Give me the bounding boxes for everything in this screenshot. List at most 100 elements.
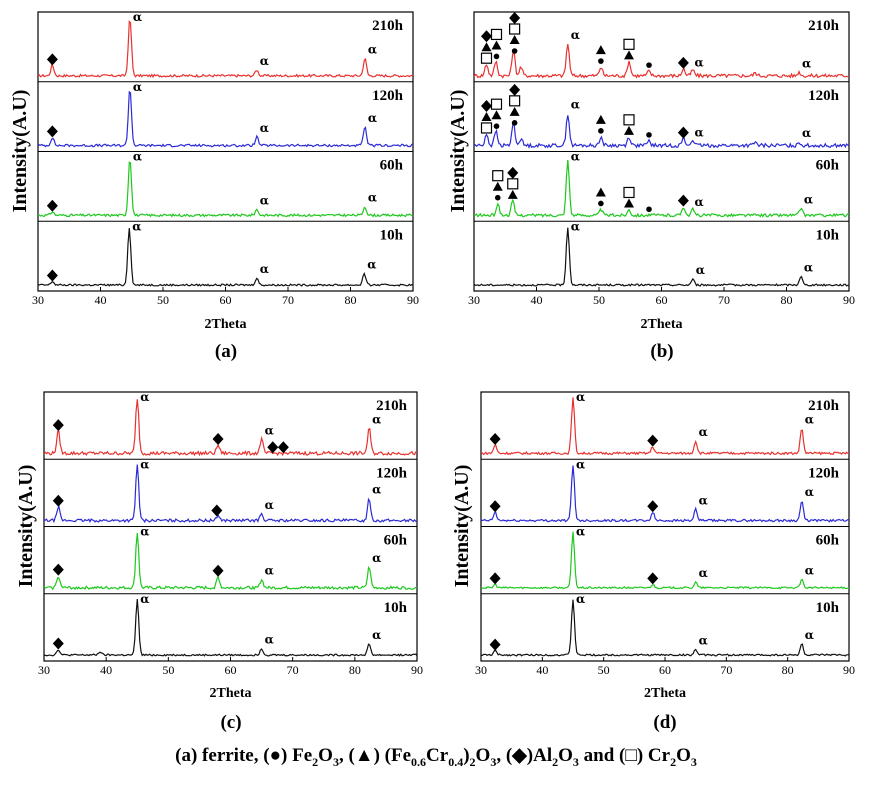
alpha-phase-label: α — [133, 80, 142, 94]
x-tick-label: 90 — [843, 663, 855, 677]
x-axis-label: 2Theta — [210, 686, 252, 701]
series-label: 210h — [372, 18, 404, 34]
diamond-marker-icon — [489, 432, 501, 445]
series-label: 10h — [816, 227, 840, 243]
dot-marker-icon — [598, 200, 604, 207]
square-marker-icon — [480, 52, 493, 64]
alpha-phase-label: α — [265, 498, 274, 512]
x-tick-label: 50 — [162, 663, 174, 677]
triangle-marker-icon — [509, 106, 520, 116]
diamond-marker-icon — [52, 563, 64, 576]
series-label: 10h — [816, 600, 840, 616]
diamond-marker-icon — [481, 30, 492, 43]
x-tick-label: 70 — [282, 293, 294, 307]
caption-i: ) (Fe — [373, 745, 412, 766]
alpha-phase-label: α — [804, 192, 813, 206]
panel-label: (d) — [653, 712, 676, 733]
alpha-phase-label: α — [367, 257, 376, 271]
series-label: 120h — [808, 465, 840, 481]
alpha-phase-label: α — [132, 219, 141, 233]
dot-marker-icon — [598, 128, 604, 134]
diamond-marker-icon — [489, 500, 501, 513]
alpha-phase-label: α — [576, 525, 585, 539]
diamond-marker-icon — [212, 432, 224, 445]
series-line-210h — [480, 397, 850, 456]
triangle-marker-icon — [624, 50, 634, 60]
caption-r: ◆ — [512, 745, 527, 766]
x-tick-label: 60 — [659, 663, 671, 677]
alpha-phase-label: α — [695, 195, 704, 209]
series-line-120h — [43, 464, 418, 524]
caption-x: □ — [625, 745, 637, 766]
diamond-marker-icon — [52, 419, 64, 432]
square-marker-icon — [509, 23, 521, 35]
x-tick-label: 40 — [536, 663, 548, 677]
diamond-marker-icon — [46, 199, 58, 212]
square-marker-icon — [509, 95, 521, 107]
triangle-marker-icon — [507, 189, 518, 199]
square-marker-icon — [623, 38, 635, 50]
series-line-60h — [37, 161, 414, 218]
x-tick-label: 50 — [593, 293, 605, 307]
caption-y: ) Cr — [636, 745, 671, 766]
triangle-marker-icon — [595, 114, 606, 124]
panel-3: 30 40 50 60 70 80 90 2Theta Intensity(A.U) (d) 210… — [451, 390, 855, 733]
alpha-phase-label: α — [805, 412, 814, 426]
x-tick-label: 90 — [843, 293, 855, 307]
x-tick-label: 90 — [411, 663, 423, 677]
caption-t: 2 — [552, 754, 559, 769]
series-label: 120h — [372, 88, 404, 104]
triangle-marker-icon — [481, 42, 492, 52]
caption-l: 0.4 — [448, 754, 464, 769]
alpha-phase-label: α — [699, 566, 708, 580]
series-line-60h — [43, 532, 418, 591]
alpha-phase-label: α — [802, 126, 811, 140]
square-marker-icon — [490, 28, 503, 41]
alpha-phase-label: α — [260, 262, 269, 276]
alpha-phase-label: α — [372, 412, 381, 426]
x-axis-label: 2Theta — [205, 317, 247, 332]
triangle-marker-icon — [492, 181, 503, 191]
series-line-210h — [43, 399, 417, 457]
diamond-marker-icon — [46, 269, 58, 282]
x-tick-label: 40 — [531, 293, 543, 307]
series-label: 210h — [808, 398, 840, 414]
diamond-marker-icon — [489, 638, 501, 651]
triangle-marker-icon — [624, 198, 634, 208]
diamond-marker-icon — [277, 441, 289, 454]
diamond-marker-icon — [46, 125, 58, 138]
alpha-phase-label: α — [140, 525, 149, 539]
y-axis-label: Intensity(A.U) — [447, 90, 469, 213]
x-axis-label: 2Theta — [644, 686, 686, 701]
series-label: 120h — [376, 465, 408, 481]
x-tick-label: 30 — [32, 293, 44, 307]
dot-marker-icon — [646, 62, 652, 68]
alpha-phase-label: α — [372, 551, 381, 565]
triangle-marker-icon — [624, 125, 634, 135]
diamond-marker-icon — [507, 166, 519, 179]
x-tick-label: 80 — [782, 663, 794, 677]
caption-h: ▲ — [354, 745, 374, 766]
alpha-phase-label: α — [699, 425, 708, 439]
diamond-marker-icon — [677, 126, 689, 139]
diamond-marker-icon — [267, 441, 279, 454]
square-marker-icon — [490, 98, 503, 110]
diamond-marker-icon — [52, 637, 64, 650]
caption-o: O — [475, 745, 491, 766]
series-label: 10h — [380, 227, 404, 243]
alpha-phase-label: α — [140, 390, 149, 404]
dot-marker-icon — [493, 123, 500, 129]
dot-marker-icon — [511, 48, 518, 54]
dot-marker-icon — [598, 58, 604, 64]
alpha-phase-label: α — [260, 121, 269, 135]
caption-q: , ( — [496, 745, 513, 766]
caption-s: )Al — [526, 745, 553, 766]
diamond-marker-icon — [212, 564, 224, 577]
alpha-phase-label: α — [802, 56, 811, 70]
series-label: 10h — [384, 600, 408, 616]
diamond-marker-icon — [677, 194, 689, 207]
caption-d: 2 — [312, 754, 319, 769]
series-line-210h — [37, 20, 414, 79]
diamond-marker-icon — [509, 83, 521, 96]
x-tick-label: 70 — [287, 663, 299, 677]
